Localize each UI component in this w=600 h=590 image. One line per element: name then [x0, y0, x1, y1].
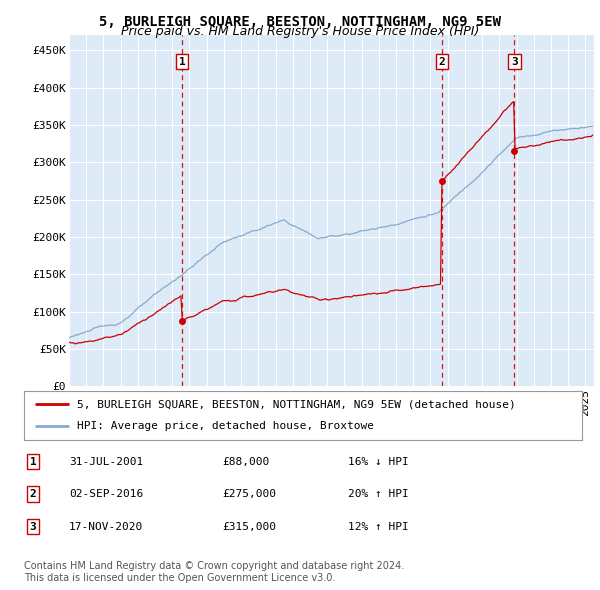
Text: 31-JUL-2001: 31-JUL-2001: [69, 457, 143, 467]
Text: 02-SEP-2016: 02-SEP-2016: [69, 489, 143, 499]
Text: 1: 1: [29, 457, 37, 467]
Text: Price paid vs. HM Land Registry's House Price Index (HPI): Price paid vs. HM Land Registry's House …: [121, 25, 479, 38]
Text: 5, BURLEIGH SQUARE, BEESTON, NOTTINGHAM, NG9 5EW (detached house): 5, BURLEIGH SQUARE, BEESTON, NOTTINGHAM,…: [77, 399, 516, 409]
Text: £88,000: £88,000: [222, 457, 269, 467]
Text: £315,000: £315,000: [222, 522, 276, 532]
Text: 20% ↑ HPI: 20% ↑ HPI: [348, 489, 409, 499]
Text: 12% ↑ HPI: 12% ↑ HPI: [348, 522, 409, 532]
Text: 3: 3: [511, 57, 518, 67]
Text: 17-NOV-2020: 17-NOV-2020: [69, 522, 143, 532]
Text: 5, BURLEIGH SQUARE, BEESTON, NOTTINGHAM, NG9 5EW: 5, BURLEIGH SQUARE, BEESTON, NOTTINGHAM,…: [99, 15, 501, 29]
Text: 1: 1: [179, 57, 185, 67]
Text: HPI: Average price, detached house, Broxtowe: HPI: Average price, detached house, Brox…: [77, 421, 374, 431]
Text: 2: 2: [439, 57, 445, 67]
Text: 2: 2: [29, 489, 37, 499]
Text: £275,000: £275,000: [222, 489, 276, 499]
Text: 16% ↓ HPI: 16% ↓ HPI: [348, 457, 409, 467]
Text: 3: 3: [29, 522, 37, 532]
Text: Contains HM Land Registry data © Crown copyright and database right 2024.
This d: Contains HM Land Registry data © Crown c…: [24, 561, 404, 583]
